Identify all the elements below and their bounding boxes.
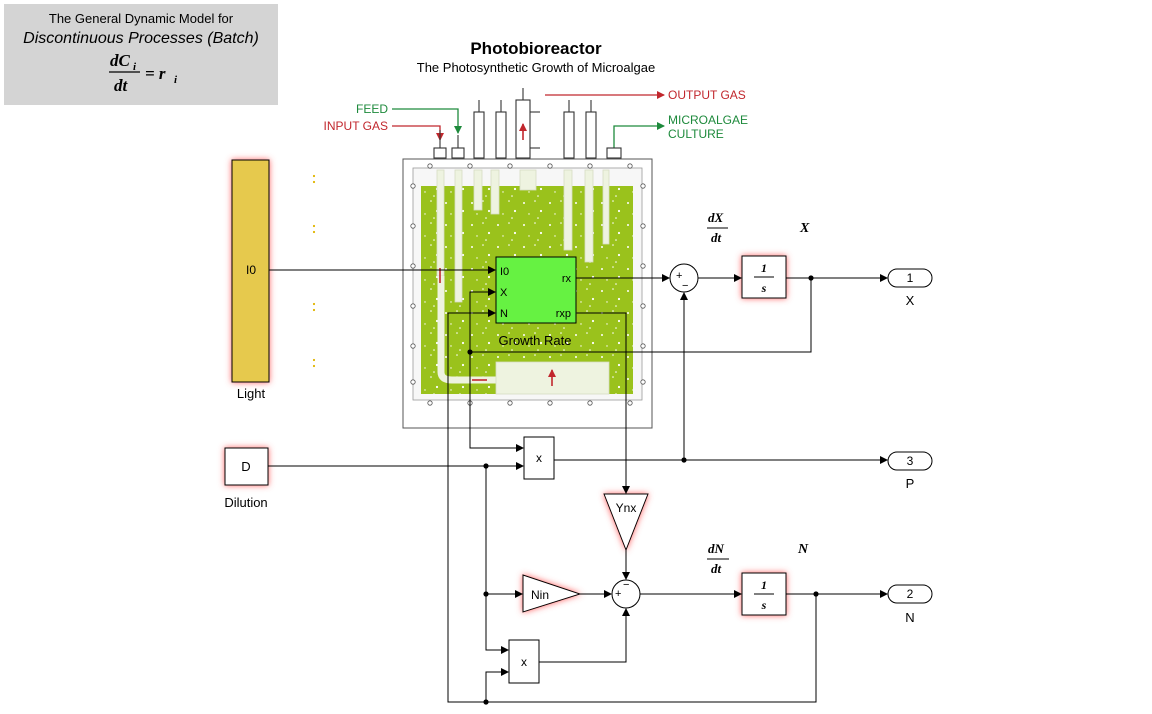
light-source-block[interactable]: I0 xyxy=(231,159,270,383)
model-box-line1: The General Dynamic Model for xyxy=(49,11,234,26)
culture-label-line1: MICROALGAE xyxy=(668,113,748,127)
model-eq-denominator: dt xyxy=(114,76,129,95)
x-state-label: X xyxy=(799,221,810,236)
sum-x-plus-sign: + xyxy=(676,270,682,282)
outport-n[interactable]: 2 xyxy=(887,584,933,604)
model-eq-numerator: dC xyxy=(110,51,131,70)
culture-label-line2: CULTURE xyxy=(668,127,724,141)
light-source-value: I0 xyxy=(246,263,256,277)
sum-x-minus-sign: − xyxy=(682,280,688,292)
product-block-2[interactable]: x xyxy=(508,639,540,684)
nin-gain-label: Nin xyxy=(531,588,549,602)
ynx-gain-label: Ynx xyxy=(616,501,637,515)
integrator-n-den: s xyxy=(761,598,767,612)
sum-n-plus-sign: + xyxy=(615,588,621,600)
model-eq-rhs: = r xyxy=(145,64,166,83)
light-source-label: Light xyxy=(237,386,266,401)
sum-n-minus-sign: − xyxy=(623,579,629,591)
outport-p[interactable]: 3 xyxy=(887,451,933,471)
product-1-symbol: x xyxy=(536,451,542,465)
sum-block-x[interactable]: + − xyxy=(669,263,699,293)
dn-denominator: dt xyxy=(711,561,722,576)
model-eq-num-sub: i xyxy=(133,61,137,73)
input-gas-label: INPUT GAS xyxy=(324,119,388,133)
dilution-value: D xyxy=(241,459,250,474)
dilution-label: Dilution xyxy=(224,495,267,510)
integrator-n-block[interactable]: 1 s xyxy=(741,572,787,616)
growth-input-x: X xyxy=(500,287,508,299)
junction-dots xyxy=(467,275,819,705)
model-box-line2: Discontinuous Processes (Batch) xyxy=(23,30,259,47)
ynx-gain-block[interactable]: Ynx xyxy=(603,493,649,552)
model-eq-rhs-sub: i xyxy=(174,74,178,86)
nin-gain-block[interactable]: Nin xyxy=(522,574,582,613)
product-2-symbol: x xyxy=(521,655,527,669)
outport-n-number: 2 xyxy=(907,587,914,601)
outport-p-number: 3 xyxy=(907,454,914,468)
outport-p-label: P xyxy=(906,476,915,491)
integrator-n-num: 1 xyxy=(761,578,767,592)
growth-output-rxp: rxp xyxy=(556,308,571,320)
growth-input-i0: I0 xyxy=(500,266,509,278)
model-info-box: The General Dynamic Model for Discontinu… xyxy=(4,4,278,105)
reactor-fittings xyxy=(433,88,622,159)
output-gas-label: OUTPUT GAS xyxy=(668,88,746,102)
n-state-label: N xyxy=(797,542,809,557)
dilution-block[interactable]: D xyxy=(224,447,269,486)
dx-denominator: dt xyxy=(711,230,722,245)
dx-numerator: dX xyxy=(708,210,724,225)
outport-n-label: N xyxy=(905,610,914,625)
product-block-1[interactable]: x xyxy=(523,436,555,480)
culture-arrow xyxy=(613,122,665,149)
light-rays xyxy=(312,174,316,368)
page-subtitle: The Photosynthetic Growth of Microalgae xyxy=(417,60,655,75)
growth-output-rx: rx xyxy=(562,273,572,285)
growth-rate-label: Growth Rate xyxy=(499,333,572,348)
integrator-x-num: 1 xyxy=(761,261,767,275)
growth-input-n: N xyxy=(500,308,508,320)
outport-x-number: 1 xyxy=(907,271,914,285)
input-gas-arrow xyxy=(392,125,444,141)
feed-arrow xyxy=(392,108,462,134)
sum-block-n[interactable]: + − xyxy=(611,579,641,609)
outport-x[interactable]: 1 xyxy=(887,268,933,288)
feed-label: FEED xyxy=(356,102,388,116)
integrator-x-block[interactable]: 1 s xyxy=(741,255,787,299)
dn-numerator: dN xyxy=(708,541,725,556)
reactor-stream-labels: FEED INPUT GAS OUTPUT GAS MICROALGAE CUL… xyxy=(324,88,748,149)
page-title: Photobioreactor xyxy=(470,39,602,58)
growth-rate-block[interactable]: I0 X N rx rxp xyxy=(495,256,577,324)
outport-x-label: X xyxy=(906,293,915,308)
integrator-x-den: s xyxy=(761,281,767,295)
photobioreactor-illustration xyxy=(402,88,653,429)
